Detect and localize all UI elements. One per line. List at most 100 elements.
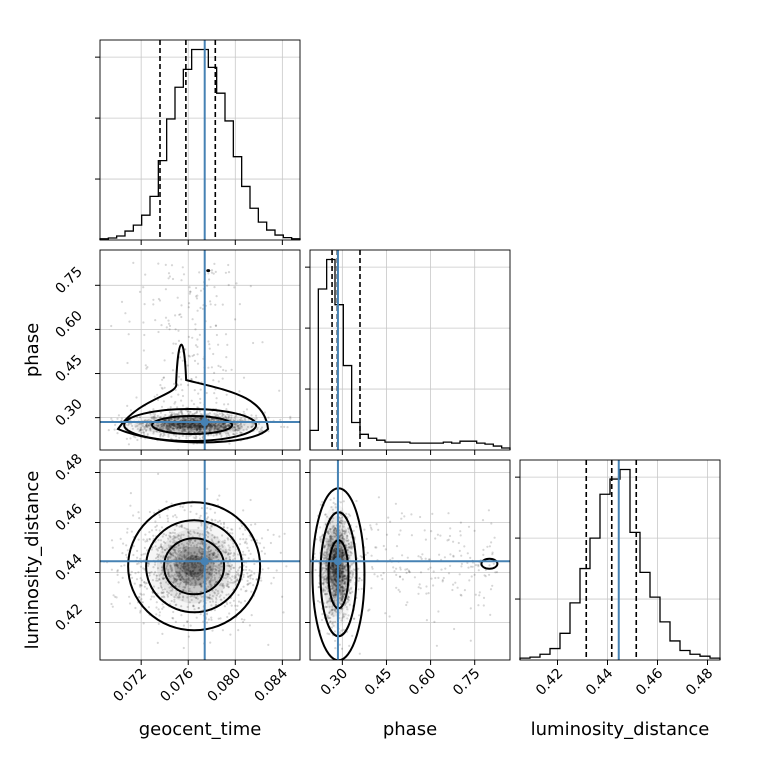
- sample-point: [339, 593, 342, 596]
- sample-point: [217, 540, 220, 544]
- sample-point: [342, 613, 345, 617]
- sample-point: [181, 558, 184, 561]
- sample-point: [192, 604, 195, 607]
- sample-point: [364, 553, 367, 556]
- sample-point: [199, 428, 202, 431]
- sample-point: [167, 322, 171, 325]
- sample-point: [181, 434, 184, 437]
- sample-point: [129, 409, 132, 412]
- sample-point: [208, 430, 211, 433]
- sample-point: [332, 624, 335, 627]
- sample-point: [189, 557, 192, 560]
- sample-point: [427, 568, 430, 571]
- sample-point: [165, 534, 168, 537]
- sample-point: [192, 573, 195, 576]
- sample-point: [424, 557, 427, 560]
- sample-point: [158, 574, 161, 577]
- sample-point: [181, 589, 184, 592]
- sample-point: [349, 588, 352, 591]
- sample-point: [209, 300, 212, 303]
- sample-point: [332, 570, 335, 574]
- sample-point: [340, 545, 343, 548]
- sample-point: [187, 534, 190, 538]
- sample-point: [315, 428, 317, 430]
- sample-point: [211, 600, 215, 603]
- sample-point: [332, 566, 335, 569]
- sample-point: [183, 429, 186, 432]
- sample-point: [180, 564, 183, 567]
- sample-point: [201, 574, 204, 577]
- sample-point: [329, 573, 332, 577]
- sample-point: [197, 578, 200, 581]
- sample-point: [342, 551, 345, 554]
- sample-point: [179, 546, 182, 550]
- sample-point: [145, 424, 148, 427]
- sample-point: [221, 540, 224, 543]
- sample-point: [490, 541, 493, 544]
- sample-point: [196, 294, 199, 297]
- sample-point: [246, 579, 249, 583]
- x-tick-label-luminosity-distance: 0.46: [633, 665, 666, 698]
- sample-point: [212, 423, 215, 426]
- sample-point: [419, 571, 423, 574]
- sample-point: [338, 575, 341, 578]
- sample-point: [179, 313, 182, 316]
- sample-point: [208, 554, 211, 557]
- sample-point: [193, 430, 196, 433]
- sample-point: [176, 426, 180, 429]
- sample-point: [153, 563, 157, 566]
- sample-point: [177, 413, 180, 416]
- sample-point: [371, 567, 374, 570]
- sample-point: [196, 428, 199, 431]
- sample-point: [171, 352, 174, 355]
- sample-point: [339, 593, 342, 597]
- sample-point: [185, 555, 188, 559]
- sample-point: [209, 573, 212, 576]
- sample-point: [360, 587, 363, 591]
- sample-point: [201, 425, 204, 429]
- sample-point: [334, 568, 337, 572]
- sample-point: [189, 554, 193, 557]
- sample-point: [139, 577, 142, 580]
- sample-point: [231, 581, 234, 584]
- sample-point: [145, 422, 149, 425]
- sample-point: [331, 594, 334, 597]
- sample-point: [192, 426, 195, 429]
- sample-point: [110, 324, 113, 328]
- sample-point: [167, 557, 170, 561]
- sample-point: [215, 598, 218, 601]
- sample-point: [199, 306, 202, 309]
- sample-point: [178, 575, 181, 579]
- sample-point: [190, 378, 193, 381]
- sample-point: [168, 411, 171, 414]
- sample-point: [156, 556, 159, 559]
- sample-point: [149, 429, 152, 432]
- sample-point: [343, 593, 346, 596]
- sample-point: [227, 283, 230, 287]
- sample-point: [248, 575, 252, 578]
- sample-point: [160, 427, 163, 430]
- sample-point: [188, 292, 191, 295]
- sample-point: [207, 576, 210, 579]
- sample-point: [192, 557, 195, 560]
- sample-point: [228, 425, 231, 428]
- sample-point: [335, 544, 338, 548]
- sample-point: [454, 581, 457, 584]
- sample-point: [168, 423, 171, 426]
- sample-point: [155, 574, 158, 577]
- sample-point: [207, 618, 210, 621]
- sample-point: [267, 567, 270, 570]
- sample-point: [201, 436, 204, 439]
- sample-point: [245, 408, 249, 411]
- sample-point: [155, 430, 158, 433]
- sample-point: [394, 502, 397, 505]
- sample-point: [214, 424, 217, 427]
- sample-point: [207, 366, 210, 369]
- sample-point: [376, 575, 379, 578]
- sample-point: [196, 532, 199, 535]
- sample-point: [209, 550, 212, 553]
- sample-point: [186, 551, 189, 554]
- sample-point: [152, 432, 155, 435]
- sample-point: [225, 435, 228, 438]
- sample-point: [87, 577, 89, 579]
